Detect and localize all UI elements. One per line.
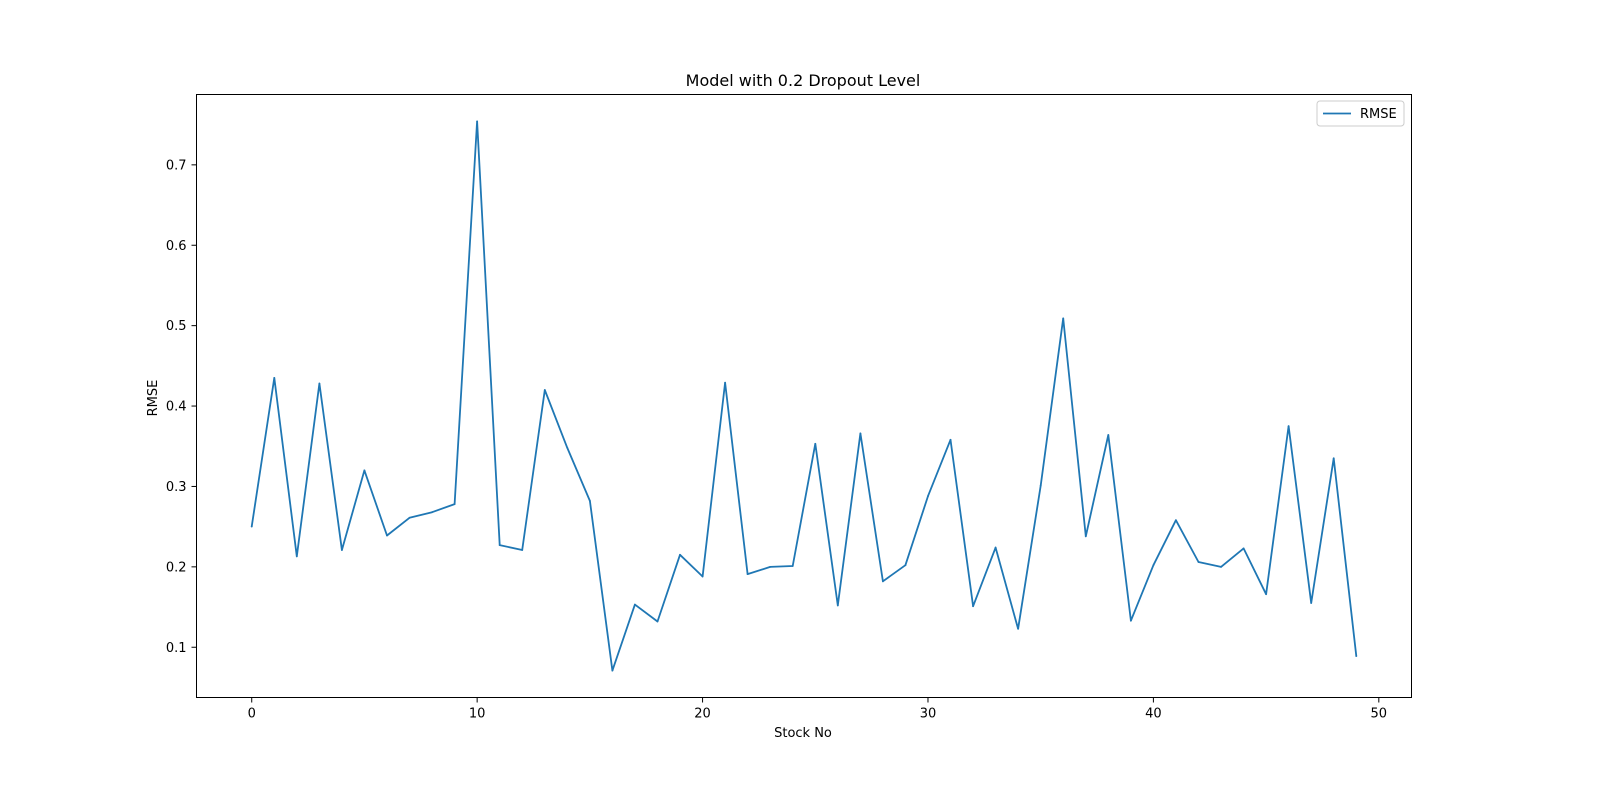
data-point [521,549,524,551]
data-point [250,525,253,528]
data-point [318,382,321,385]
data-point [656,620,659,623]
data-point [949,438,952,441]
chart-title: Model with 0.2 Dropout Level [686,71,921,90]
data-point [746,573,749,575]
data-point [543,389,546,391]
data-point [769,565,772,568]
data-point [836,604,839,607]
data-point [1039,484,1042,487]
data-point [1287,425,1290,428]
series-line-rmse [250,120,1358,672]
y-tick-label: 0.4 [166,400,187,415]
axis-ticks: 0 10 20 30 40 50 0.1 0.2 0.3 0.4 0.5 0.6 0.7 [166,158,1387,721]
data-point [1152,564,1155,567]
y-axis-label: RMSE [146,380,161,417]
data-point [859,432,862,435]
data-point [476,120,479,123]
data-point [566,446,569,449]
legend-label-rmse: RMSE [1360,107,1397,122]
data-point [634,603,636,606]
y-tick-label: 0.2 [166,560,187,575]
data-point [1332,457,1335,460]
data-point [927,495,929,497]
data-point [431,511,433,514]
data-point [1197,561,1200,563]
data-point [724,381,727,384]
data-point [1129,619,1132,622]
series-layer [250,120,1358,672]
data-point [1265,593,1268,596]
y-tick-label: 0.5 [166,319,187,334]
data-point [363,469,366,472]
x-tick-label: 20 [694,707,711,722]
data-point [791,565,794,567]
data-point [453,503,456,506]
y-tick-label: 0.3 [166,480,187,495]
legend-box [1316,100,1405,127]
data-point [881,580,884,583]
y-tick-label: 0.7 [166,158,187,173]
x-tick-label: 40 [1145,707,1162,722]
x-tick-label: 0 [248,707,256,722]
data-point [1355,655,1358,657]
plot-area-frame [196,94,1412,698]
data-point [1062,317,1065,320]
data-point [588,500,591,502]
data-point [1220,565,1222,568]
data-point [972,605,974,608]
x-tick-label: 50 [1371,707,1388,722]
data-point [340,549,343,551]
x-axis-label: Stock No [774,726,832,741]
data-point [1310,602,1313,604]
data-point [408,516,411,519]
data-point [904,564,907,567]
data-point [611,669,614,672]
data-point [1107,434,1110,436]
data-point [994,546,997,549]
data-point [1242,547,1245,550]
data-point [814,442,817,445]
data-point [1084,535,1087,538]
data-point [1017,627,1020,630]
y-tick-label: 0.1 [166,641,187,656]
legend: RMSE [1316,100,1405,127]
data-point [679,553,681,556]
data-point [386,534,388,537]
x-tick-label: 30 [920,707,937,722]
data-point [1175,519,1177,522]
y-tick-label: 0.6 [166,239,187,254]
data-point [498,544,501,547]
data-point [701,575,704,578]
x-tick-label: 10 [469,707,486,722]
data-point [273,377,276,379]
data-point [295,555,298,558]
